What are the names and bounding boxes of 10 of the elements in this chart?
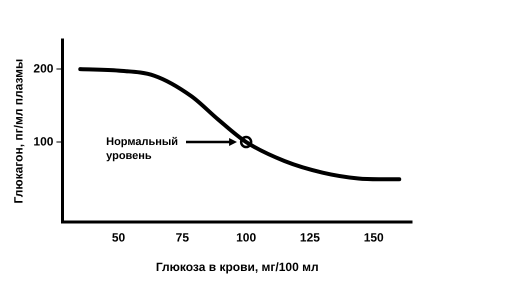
x-tick-label: 50: [112, 230, 126, 245]
x-tick-label: 125: [300, 230, 320, 245]
x-tick-label: 150: [364, 230, 384, 245]
annotation: Нормальный уровень: [106, 136, 178, 162]
y-axis-title: Глюкагон, пг/мл плазмы: [12, 58, 26, 204]
x-tick-label: 75: [176, 230, 190, 245]
line-series: [78, 67, 402, 182]
y-tick-label: 200: [33, 61, 54, 76]
x-axis-title: Глюкоза в крови, мг/100 мл: [156, 260, 319, 274]
x-tick-label: 100: [236, 230, 256, 245]
